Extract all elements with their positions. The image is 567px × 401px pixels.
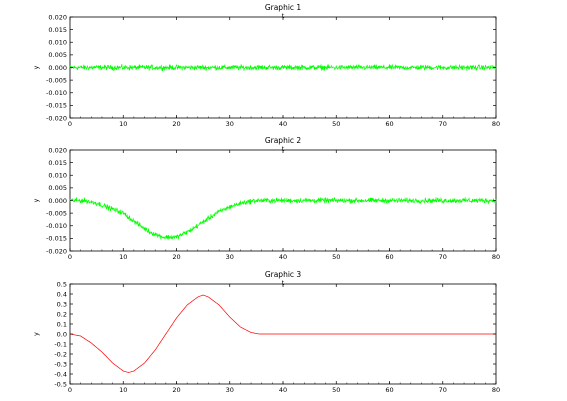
x-tick-label: 0 xyxy=(68,386,72,394)
x-tick-label: 40 xyxy=(279,253,287,261)
x-tick-label: 0 xyxy=(68,120,72,128)
y-tick-label: 0.010 xyxy=(48,39,67,47)
series-line xyxy=(69,63,497,72)
x-tick-label: 30 xyxy=(226,120,234,128)
y-tick-label: 0.2 xyxy=(57,310,67,318)
y-axis-label: y xyxy=(32,65,40,69)
x-axis-label: t xyxy=(282,145,285,153)
y-tick-label: 0.000 xyxy=(48,197,67,205)
y-tick-label: 0.020 xyxy=(48,13,67,21)
chart-panel-1: Graphic 1 0 10 20 30 40 50 60 70 80 0.020 0.015 0.01… xyxy=(32,3,500,128)
x-tick-label: 40 xyxy=(279,120,287,128)
x-tick-label: 70 xyxy=(439,120,447,128)
x-tick-label: 80 xyxy=(492,386,500,394)
x-axis-label: t xyxy=(282,12,285,20)
y-tick-label: -0.015 xyxy=(46,102,67,110)
x-tick-label: 70 xyxy=(439,253,447,261)
y-tick-label: -0.3 xyxy=(54,360,67,368)
y-tick-label: -0.5 xyxy=(54,380,67,388)
y-tick-label: 0.010 xyxy=(48,172,67,180)
chart-title: Graphic 1 xyxy=(265,3,302,12)
y-tick-label: 0.1 xyxy=(57,320,67,328)
y-tick-label: -0.015 xyxy=(46,235,67,243)
x-tick-label: 50 xyxy=(332,253,340,261)
x-tick-label: 60 xyxy=(385,386,393,394)
chart-panel-2: Graphic 2 0 10 20 30 40 50 60 70 80 0.020 0.015 0.01… xyxy=(32,136,500,261)
x-tick-label: 40 xyxy=(279,386,287,394)
x-tick-label: 50 xyxy=(332,386,340,394)
x-tick-label: 60 xyxy=(385,120,393,128)
x-tick-label: 70 xyxy=(439,386,447,394)
x-tick-label: 30 xyxy=(226,386,234,394)
y-tick-label: 0.020 xyxy=(48,146,67,154)
x-tick-label: 0 xyxy=(68,253,72,261)
y-tick-label: 0.4 xyxy=(57,290,67,298)
y-tick-label: -0.020 xyxy=(46,114,67,122)
y-tick-label: 0.5 xyxy=(57,280,67,288)
x-tick-label: 10 xyxy=(119,253,127,261)
chart-title: Graphic 2 xyxy=(265,136,302,145)
y-axis-label: y xyxy=(32,332,40,336)
x-tick-label: 50 xyxy=(332,120,340,128)
x-tick-label: 30 xyxy=(226,253,234,261)
y-axis-label: y xyxy=(32,198,40,202)
y-tick-label: -0.005 xyxy=(46,76,67,84)
x-tick-label: 80 xyxy=(492,120,500,128)
y-tick-label: 0.0 xyxy=(57,330,67,338)
y-tick-label: -0.005 xyxy=(46,209,67,217)
x-tick-label: 20 xyxy=(172,253,180,261)
series-line xyxy=(69,294,496,373)
y-tick-label: 0.015 xyxy=(48,159,67,167)
y-tick-label: -0.2 xyxy=(54,350,67,358)
y-tick-label: -0.1 xyxy=(54,340,67,348)
y-tick-label: -0.010 xyxy=(46,89,67,97)
y-tick-label: -0.020 xyxy=(46,247,67,255)
x-tick-label: 10 xyxy=(119,386,127,394)
series-line xyxy=(69,196,497,240)
x-tick-label: 80 xyxy=(492,253,500,261)
x-tick-label: 20 xyxy=(172,120,180,128)
x-tick-label: 10 xyxy=(119,120,127,128)
y-tick-label: -0.010 xyxy=(46,222,67,230)
x-tick-label: 60 xyxy=(385,253,393,261)
chart-title: Graphic 3 xyxy=(265,270,302,279)
y-tick-label: 0.005 xyxy=(48,184,67,192)
chart-panel-3: Graphic 3 0 10 20 30 40 50 60 70 80 0.5 0.4 0.3 0.2 0.… xyxy=(32,270,500,394)
y-tick-label: 0.000 xyxy=(48,64,67,72)
x-axis-label: t xyxy=(282,279,285,287)
y-tick-label: 0.005 xyxy=(48,51,67,59)
y-tick-label: -0.4 xyxy=(54,370,67,378)
y-tick-label: 0.015 xyxy=(48,26,67,34)
y-tick-label: 0.3 xyxy=(57,300,67,308)
x-tick-label: 20 xyxy=(172,386,180,394)
